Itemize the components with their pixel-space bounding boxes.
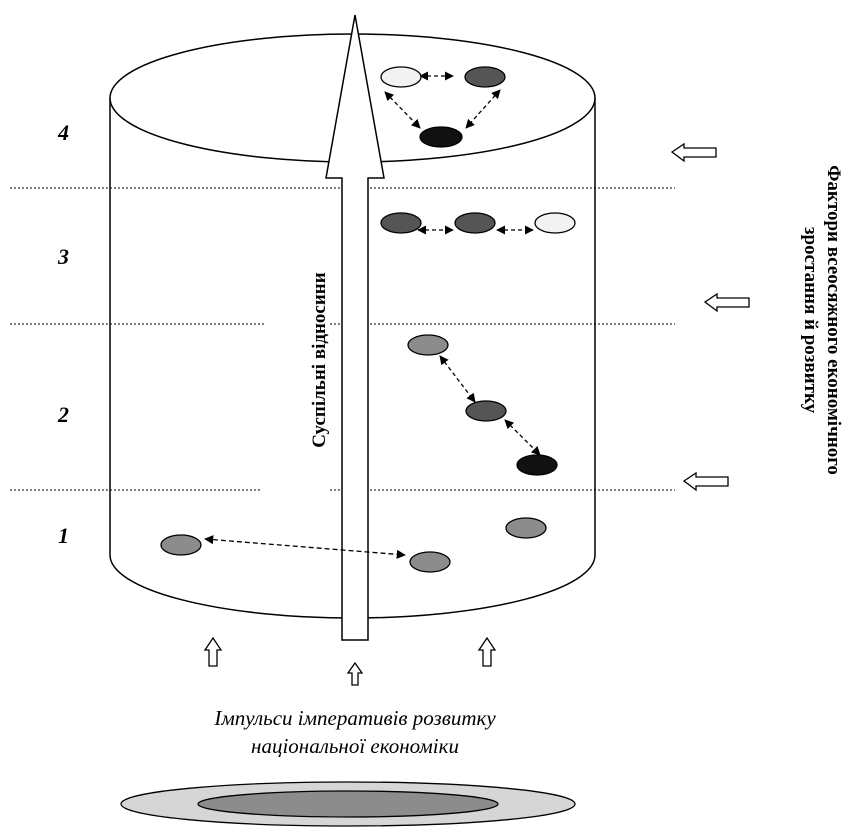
node (407, 334, 449, 356)
node (454, 212, 496, 234)
level-2-nodes (407, 334, 558, 476)
up-arrow-icon (346, 661, 364, 686)
node (465, 400, 507, 422)
central-label: Суспільні відносини (309, 272, 330, 447)
bottom-label-line1: Імпульси імперативів розвитку (213, 706, 496, 730)
level-label-3: 3 (57, 244, 69, 269)
side-label-line2: зростання й розвитку (800, 227, 821, 414)
level-label-2: 2 (57, 402, 69, 427)
level-label-4: 4 (57, 120, 69, 145)
node (464, 66, 506, 88)
level-label-1: 1 (58, 523, 69, 548)
node (380, 66, 422, 88)
central-arrow (325, 14, 385, 641)
node (419, 126, 463, 148)
node (380, 212, 422, 234)
left-arrow-icon (703, 292, 750, 313)
node (409, 551, 451, 573)
left-arrow-icon (682, 471, 729, 492)
up-arrow-icon (477, 636, 497, 667)
node (516, 454, 558, 476)
side-label-line1: Фактори всеосяжного економічного (823, 165, 844, 475)
impulse-arrows (203, 636, 497, 686)
node (534, 212, 576, 234)
level-4-nodes (380, 66, 506, 148)
left-arrow-icon (670, 142, 717, 163)
node (505, 517, 547, 539)
bottom-label-line2: національної економіки (251, 734, 459, 758)
node (160, 534, 202, 556)
up-arrow-icon (203, 636, 223, 667)
level-1-nodes (160, 517, 547, 573)
factor-arrows (670, 142, 750, 492)
level-3-nodes (380, 212, 576, 235)
base-disc (120, 781, 576, 827)
